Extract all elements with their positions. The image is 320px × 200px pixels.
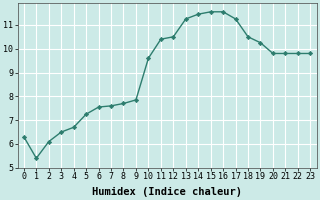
- X-axis label: Humidex (Indice chaleur): Humidex (Indice chaleur): [92, 186, 242, 197]
